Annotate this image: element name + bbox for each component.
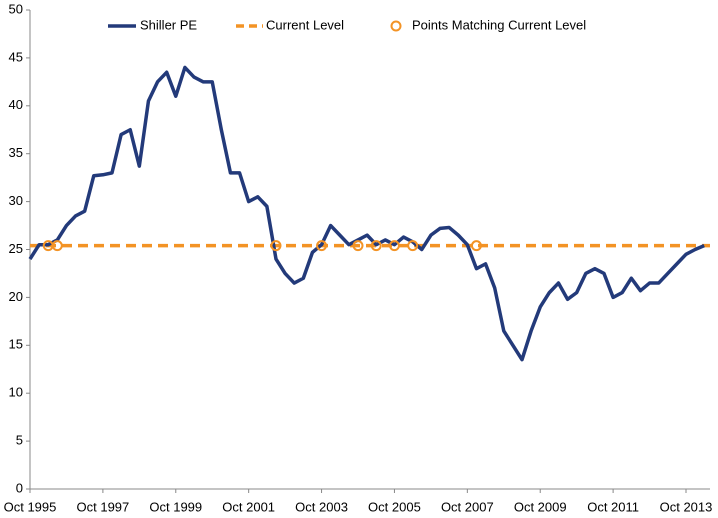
matching-point — [51, 240, 63, 252]
y-tick-label: 50 — [9, 1, 23, 16]
y-tick-label: 5 — [16, 433, 23, 448]
x-tick-label: Oct 2011 — [587, 499, 639, 514]
x-tick-label: Oct 1997 — [77, 499, 130, 514]
matching-point — [352, 240, 364, 252]
x-tick-label: Oct 2005 — [368, 499, 421, 514]
y-tick-label: 20 — [9, 289, 23, 304]
y-tick-label: 15 — [9, 337, 23, 352]
x-tick-label: Oct 1995 — [4, 499, 57, 514]
x-tick-label: Oct 2003 — [295, 499, 348, 514]
legend-label: Shiller PE — [140, 17, 197, 32]
x-tick-label: Oct 2009 — [514, 499, 567, 514]
legend-swatch — [390, 20, 402, 32]
y-tick-label: 25 — [9, 241, 23, 256]
matching-point — [388, 240, 400, 252]
y-tick-label: 40 — [9, 97, 23, 112]
y-tick-label: 35 — [9, 145, 23, 160]
x-tick-label: Oct 2007 — [441, 499, 494, 514]
y-tick-label: 30 — [9, 193, 23, 208]
matching-point — [407, 240, 419, 252]
matching-point — [316, 240, 328, 252]
matching-point — [270, 240, 282, 252]
matching-point — [470, 240, 482, 252]
legend-label: Points Matching Current Level — [412, 17, 586, 32]
x-tick-label: Oct 2013 — [660, 499, 713, 514]
x-tick-label: Oct 1999 — [149, 499, 202, 514]
line-series — [28, 65, 705, 362]
matching-point — [370, 240, 382, 252]
x-tick-label: Oct 2001 — [222, 499, 275, 514]
y-tick-label: 10 — [9, 385, 23, 400]
legend-label: Current Level — [266, 17, 344, 32]
y-tick-label: 0 — [16, 480, 23, 495]
y-tick-label: 45 — [9, 49, 23, 64]
